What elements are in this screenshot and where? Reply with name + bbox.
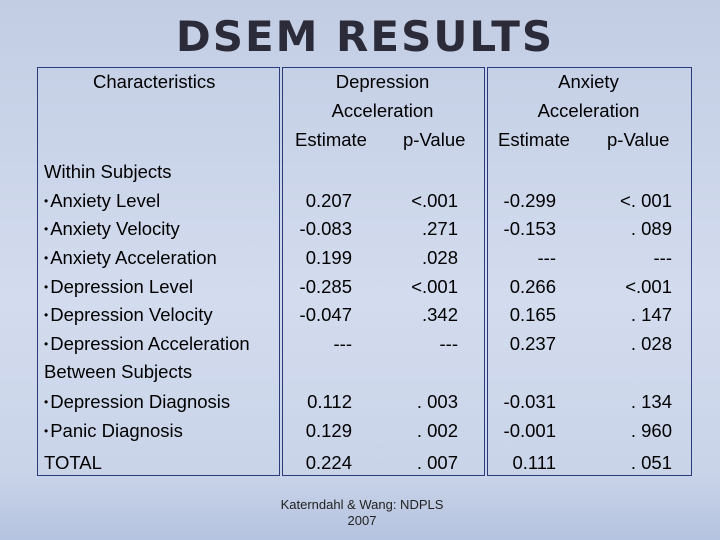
header-anxiety-acceleration: Acceleration bbox=[537, 100, 640, 121]
anxiety-column-frame bbox=[487, 67, 692, 476]
depression-estimate-cell: 0.129 bbox=[305, 420, 352, 441]
depression-pvalue-cell: <.001 bbox=[411, 276, 458, 297]
bullet-icon: • bbox=[44, 222, 49, 236]
citation-line-1: Katerndahl & Wang: NDPLS bbox=[280, 497, 444, 512]
header-depression-pvalue: p-Value bbox=[403, 129, 466, 150]
depression-estimate-cell: -0.083 bbox=[299, 218, 352, 239]
anxiety-estimate-cell: 0.266 bbox=[509, 276, 556, 297]
depression-estimate-cell: 0.112 bbox=[307, 391, 352, 412]
table-row-label: • Panic Diagnosis bbox=[44, 416, 183, 446]
header-anxiety-estimate: Estimate bbox=[498, 129, 570, 150]
depression-estimate-cell: --- bbox=[333, 333, 352, 354]
depression-pvalue-cell: <.001 bbox=[411, 190, 458, 211]
anxiety-pvalue-cell: . 134 bbox=[630, 391, 672, 412]
header-depression-acceleration: Acceleration bbox=[331, 100, 434, 121]
anxiety-estimate-cell: 0.237 bbox=[509, 333, 556, 354]
bullet-icon: • bbox=[44, 251, 49, 265]
table-row-label: TOTAL bbox=[44, 448, 102, 477]
page-title: DSEM RESULTS bbox=[175, 12, 555, 61]
anxiety-estimate-cell: -0.001 bbox=[503, 420, 556, 441]
depression-pvalue-cell: .342 bbox=[421, 304, 458, 325]
row-label-text: Panic Diagnosis bbox=[50, 420, 183, 441]
anxiety-estimate-cell: -0.299 bbox=[503, 190, 556, 211]
row-label-text: Depression Velocity bbox=[50, 304, 213, 325]
anxiety-pvalue-cell: --- bbox=[653, 247, 672, 268]
bullet-icon: • bbox=[44, 308, 49, 322]
row-label-text: Anxiety Velocity bbox=[50, 218, 180, 239]
depression-column-frame bbox=[282, 67, 485, 476]
citation-footer: Katerndahl & Wang: NDPLS 2007 bbox=[262, 497, 462, 529]
table-row-label: • Anxiety Acceleration bbox=[44, 243, 217, 273]
depression-pvalue-cell: . 003 bbox=[416, 391, 458, 412]
header-depression-estimate: Estimate bbox=[295, 129, 367, 150]
table-row-label: • Anxiety Velocity bbox=[44, 214, 180, 244]
depression-estimate-cell: 0.207 bbox=[305, 190, 352, 211]
depression-pvalue-cell: --- bbox=[439, 333, 458, 354]
depression-pvalue-cell: . 002 bbox=[416, 420, 458, 441]
header-anxiety: Anxiety bbox=[558, 71, 619, 92]
depression-estimate-cell: 0.224 bbox=[305, 452, 352, 473]
bullet-icon: • bbox=[44, 280, 49, 294]
anxiety-pvalue-cell: . 051 bbox=[630, 452, 672, 473]
section-within-subjects: Within Subjects bbox=[44, 161, 172, 182]
depression-pvalue-cell: . 007 bbox=[416, 452, 458, 473]
header-characteristics: Characteristics bbox=[93, 71, 216, 92]
row-label-text: Depression Diagnosis bbox=[50, 391, 231, 412]
table-row-label: • Depression Level bbox=[44, 272, 193, 302]
row-label-text: Depression Acceleration bbox=[50, 333, 250, 354]
background-decoration bbox=[0, 470, 720, 540]
row-label-text: Depression Level bbox=[50, 276, 194, 297]
anxiety-estimate-cell: 0.111 bbox=[512, 452, 556, 473]
anxiety-estimate-cell: -0.031 bbox=[503, 391, 556, 412]
bullet-icon: • bbox=[44, 194, 49, 208]
depression-pvalue-cell: .271 bbox=[421, 218, 458, 239]
characteristics-column-frame bbox=[37, 67, 280, 476]
bullet-icon: • bbox=[44, 424, 49, 438]
bullet-icon: • bbox=[44, 395, 49, 409]
table-row-label: • Anxiety Level bbox=[44, 186, 160, 216]
depression-pvalue-cell: .028 bbox=[421, 247, 458, 268]
table-row-label: • Depression Diagnosis bbox=[44, 387, 230, 417]
depression-estimate-cell: -0.285 bbox=[299, 276, 352, 297]
header-anxiety-pvalue: p-Value bbox=[607, 129, 670, 150]
depression-estimate-cell: -0.047 bbox=[299, 304, 352, 325]
depression-estimate-cell: 0.199 bbox=[305, 247, 352, 268]
row-label-text: TOTAL bbox=[44, 452, 102, 473]
anxiety-pvalue-cell: <.001 bbox=[625, 276, 672, 297]
citation-line-2: 2007 bbox=[347, 513, 377, 528]
anxiety-estimate-cell: 0.165 bbox=[509, 304, 556, 325]
table-row-label: • Depression Acceleration bbox=[44, 329, 250, 359]
anxiety-pvalue-cell: . 089 bbox=[630, 218, 672, 239]
row-label-text: Anxiety Acceleration bbox=[50, 247, 217, 268]
anxiety-pvalue-cell: . 147 bbox=[630, 304, 672, 325]
anxiety-pvalue-cell: <. 001 bbox=[620, 190, 672, 211]
section-between-subjects: Between Subjects bbox=[44, 361, 193, 382]
row-label-text: Anxiety Level bbox=[50, 190, 161, 211]
anxiety-pvalue-cell: . 960 bbox=[630, 420, 672, 441]
table-row-label: • Depression Velocity bbox=[44, 300, 213, 330]
anxiety-pvalue-cell: . 028 bbox=[630, 333, 672, 354]
bullet-icon: • bbox=[44, 337, 49, 351]
header-depression: Depression bbox=[335, 71, 430, 92]
anxiety-estimate-cell: --- bbox=[537, 247, 556, 268]
anxiety-estimate-cell: -0.153 bbox=[503, 218, 556, 239]
